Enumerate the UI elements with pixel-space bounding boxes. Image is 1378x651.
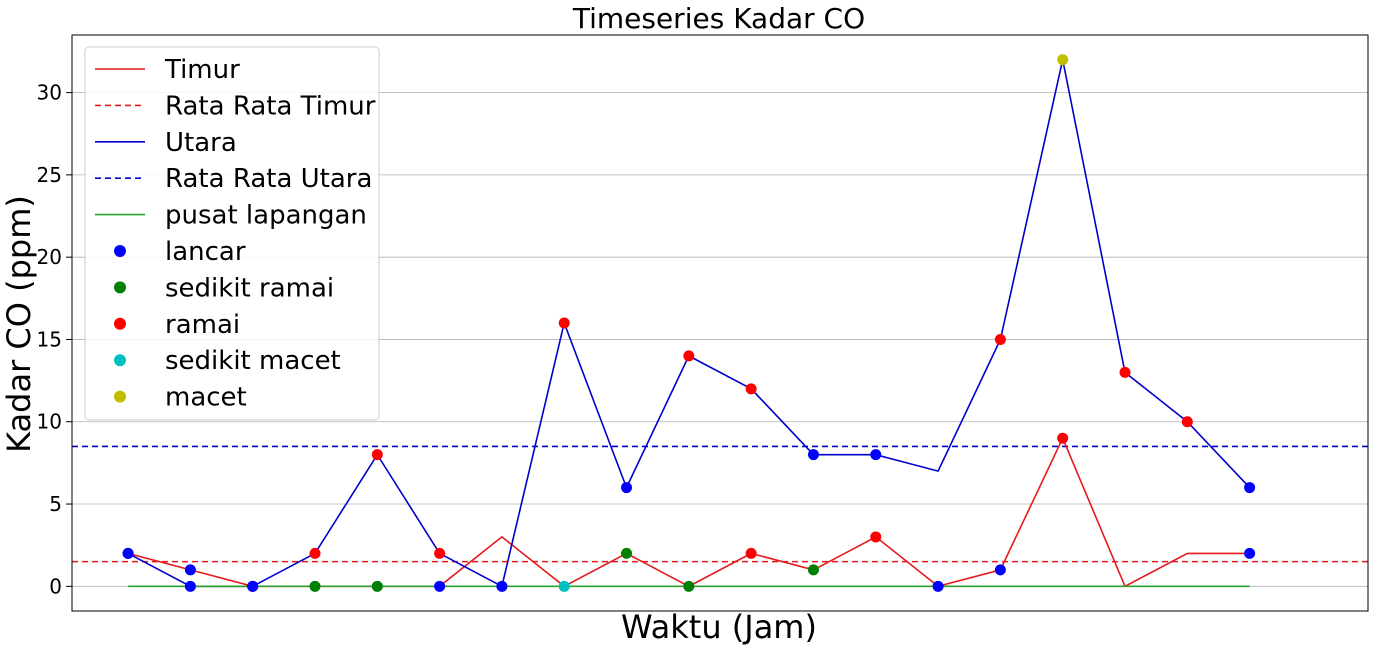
legend-entry-label: macet: [165, 383, 247, 413]
data-point-timur: [745, 547, 757, 559]
data-point-timur: [870, 531, 882, 543]
legend-marker: [114, 390, 126, 403]
legend-marker: [114, 354, 126, 367]
legend-box: [84, 46, 380, 421]
y-tick-label: 10: [37, 410, 62, 434]
data-point-timur: [621, 547, 633, 559]
data-point-utara: [1057, 54, 1069, 66]
data-point-timur: [184, 564, 196, 576]
y-tick-label: 5: [49, 492, 62, 516]
y-tick-label: 25: [37, 163, 62, 187]
data-point-timur: [558, 580, 570, 592]
data-point-utara: [1119, 366, 1131, 378]
data-point-utara: [309, 547, 321, 559]
data-point-timur: [807, 564, 819, 576]
y-tick-label: 20: [37, 245, 62, 269]
data-point-utara: [184, 580, 196, 592]
legend-entry-label: Utara: [165, 128, 237, 158]
chart-title: Timeseries Kadar CO: [572, 2, 865, 35]
legend-marker: [114, 281, 126, 294]
data-point-utara: [994, 333, 1006, 345]
legend: Timur Rata Rata Timur Utara Rata Rata Utara…: [84, 46, 380, 421]
data-point-utara: [496, 580, 508, 592]
y-tick-label: 15: [37, 327, 62, 351]
data-point-utara: [434, 547, 446, 559]
data-point-timur: [1244, 547, 1256, 559]
data-point-utara: [807, 449, 819, 461]
legend-entry-label: Rata Rata Utara: [165, 164, 372, 194]
data-point-utara: [247, 580, 259, 592]
data-point-utara: [1244, 482, 1256, 494]
data-point-utara: [621, 482, 633, 494]
y-axis-label: Kadar CO (ppm): [0, 195, 38, 453]
data-point-timur: [683, 580, 695, 592]
data-point-utara: [870, 449, 882, 461]
legend-entry-label: sedikit ramai: [165, 273, 334, 303]
reference-lines: [72, 445, 1368, 563]
y-tick-label: 0: [49, 574, 62, 598]
legend-entry-label: Timur: [164, 55, 240, 85]
data-point-timur: [1057, 432, 1069, 444]
data-point-timur: [994, 564, 1006, 576]
y-tick-label: 30: [37, 81, 62, 105]
data-point-utara: [1181, 416, 1193, 428]
legend-entry-label: sedikit macet: [165, 346, 341, 376]
legend-marker: [114, 317, 126, 330]
data-point-utara: [122, 547, 134, 559]
data-point-utara: [683, 350, 695, 362]
legend-entry-label: lancar: [165, 237, 246, 267]
plot-frame: [71, 34, 1369, 612]
legend-entry-label: pusat lapangan: [165, 201, 367, 231]
y-axis-ticks: 0 5 10 15 20 25 30: [37, 81, 72, 598]
legend-marker: [114, 245, 126, 257]
data-point-timur: [434, 580, 446, 592]
data-point-utara: [745, 383, 757, 395]
data-point-utara: [558, 317, 570, 329]
data-points: [122, 54, 1256, 592]
data-point-utara: [371, 449, 383, 461]
data-point-timur: [371, 580, 383, 592]
data-point-timur: [309, 580, 321, 592]
legend-entry-label: ramai: [165, 310, 240, 340]
x-axis-label: Waktu (Jam): [621, 608, 817, 646]
legend-entry-label: Rata Rata Timur: [165, 91, 376, 121]
data-point-timur: [932, 580, 944, 592]
